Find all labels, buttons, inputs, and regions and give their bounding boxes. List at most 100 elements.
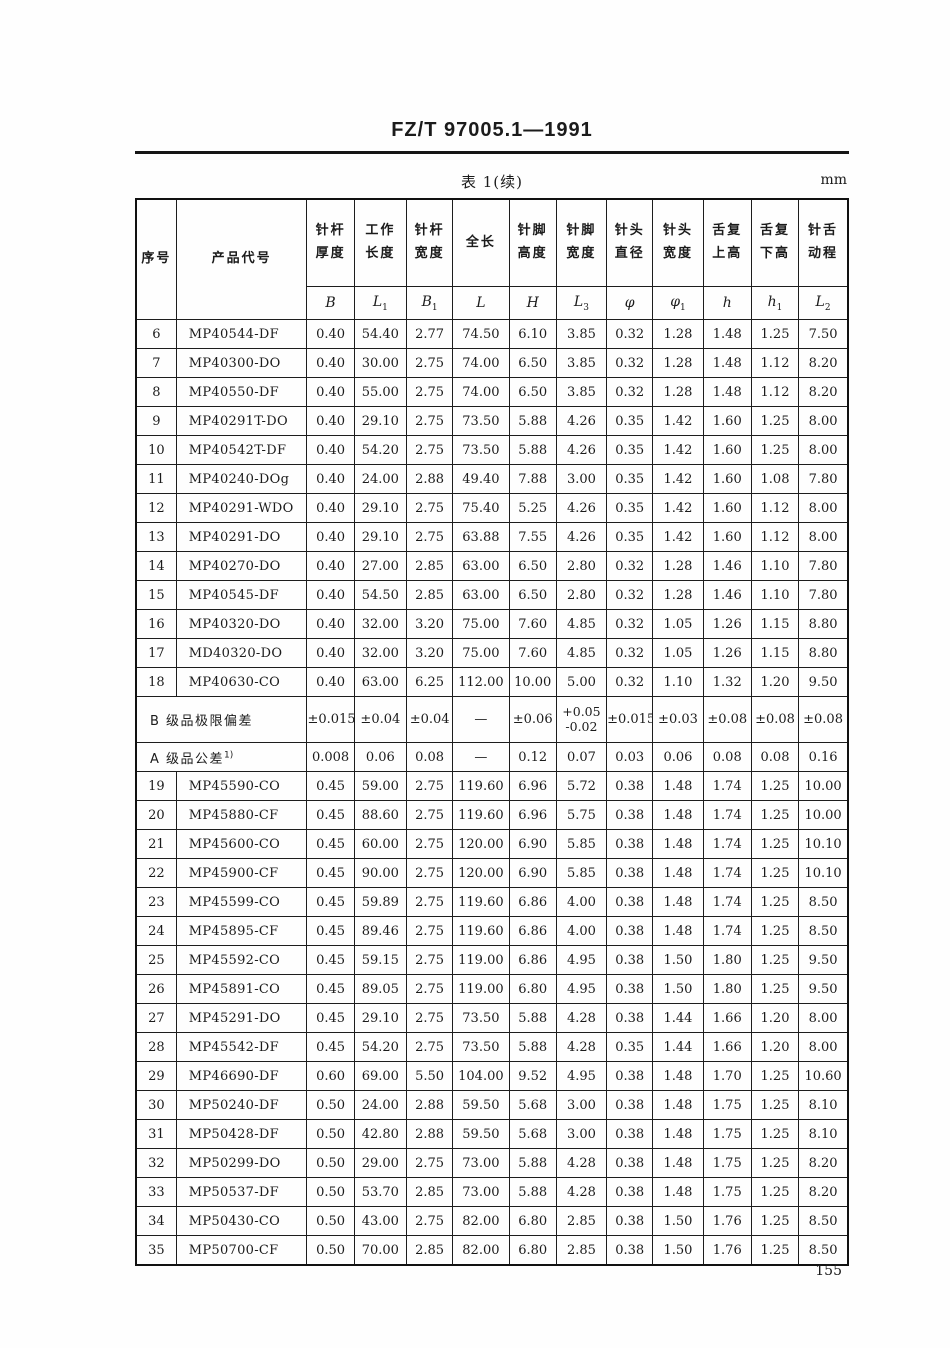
value-cell: 3.00	[555, 464, 608, 494]
table-row: 8 MP40550-DF 0.40 55.00 2.75 74.00 6.50 3.85 0.3…	[135, 377, 849, 407]
special-row: A 级品公差1) 0.008 0.06 0.08—0.12 0.07 0.03 0.06 0.…	[135, 742, 849, 772]
value-cell: 1.66	[702, 1003, 752, 1033]
column-header-10: 针舌 动程	[798, 198, 849, 287]
row-number-cell: 35	[135, 1235, 177, 1266]
row-number-cell: 24	[135, 916, 177, 946]
column-symbol-4: H	[508, 286, 557, 320]
value-cell: 54.20	[353, 435, 407, 465]
column-header-line2: 宽度	[662, 246, 693, 261]
product-code-cell: MP40291-WDO	[175, 493, 308, 523]
value-cell: 73.50	[452, 1032, 510, 1062]
value-cell: 0.38	[606, 800, 654, 830]
value-cell: 1.28	[652, 580, 704, 610]
value-line: +0.05	[562, 704, 601, 720]
value-cell: 1.60	[702, 435, 752, 465]
value-cell: 5.25	[508, 493, 557, 523]
value-cell: 6.80	[508, 974, 557, 1004]
column-header-8: 舌复 上高	[702, 198, 752, 287]
value-cell: 54.50	[353, 580, 407, 610]
row-number-cell: 33	[135, 1177, 177, 1207]
value-cell: 1.42	[652, 522, 704, 552]
column-header-line1: 舌复	[712, 223, 743, 239]
value-cell: 1.44	[652, 1003, 704, 1033]
value-cell: 1.75	[702, 1090, 752, 1120]
value-cell: 2.85	[405, 551, 454, 581]
value-cell: 2.75	[405, 858, 454, 888]
value-cell: 0.45	[306, 916, 355, 946]
value-cell: 1.05	[652, 638, 704, 668]
value-cell: 8.10	[798, 1119, 849, 1149]
value-cell: 7.50	[798, 319, 849, 349]
value-cell: 1.74	[702, 800, 752, 830]
value-cell: 8.50	[798, 916, 849, 946]
value-cell: 9.50	[798, 945, 849, 975]
value-cell: 90.00	[353, 858, 407, 888]
symbol-text: φ1	[670, 293, 686, 313]
column-symbol-8: h	[702, 286, 752, 320]
value-cell: 75.00	[452, 638, 510, 668]
table-row: 31 MP50428-DF 0.50 42.80 2.88 59.50 5.68 3.00 0.…	[135, 1119, 849, 1149]
value-cell: 0.35	[606, 435, 654, 465]
value-cell: 1.76	[702, 1206, 752, 1236]
value-cell: 1.26	[702, 638, 752, 668]
product-code-cell: MP40291T-DO	[175, 406, 308, 436]
value-cell: 73.50	[452, 406, 510, 436]
product-code-cell: MP45592-CO	[175, 945, 308, 975]
row-number-cell: 18	[135, 667, 177, 697]
value-cell: 0.38	[606, 771, 654, 801]
value-cell: 2.75	[405, 1148, 454, 1178]
value-cell: 0.45	[306, 829, 355, 859]
value-cell: 6.50	[508, 551, 557, 581]
value-cell: 0.07	[555, 742, 608, 772]
table-row: 9 MP40291T-DO 0.40 29.10 2.75 73.50 5.88 4.26 0.…	[135, 406, 849, 436]
value-cell: 120.00	[452, 858, 510, 888]
row-number-cell: 15	[135, 580, 177, 610]
value-cell: 0.35	[606, 493, 654, 523]
table-row: 27 MP45291-DO 0.45 29.10 2.75 73.50 5.88 4.28 0.…	[135, 1003, 849, 1033]
value-cell: 5.88	[508, 1032, 557, 1062]
value-cell: 73.00	[452, 1177, 510, 1207]
value-cell: 0.40	[306, 522, 355, 552]
value-cell: 9.52	[508, 1061, 557, 1091]
value-cell: 1.12	[750, 348, 800, 378]
value-cell: 4.28	[555, 1177, 608, 1207]
value-cell: 5.75	[555, 800, 608, 830]
value-cell: 6.90	[508, 829, 557, 859]
symbol-text: h	[722, 295, 732, 311]
value-cell: ±0.03	[652, 696, 704, 743]
table-row: 30 MP50240-DF 0.50 24.00 2.88 59.50 5.68 3.00 0.…	[135, 1090, 849, 1120]
value-cell: 0.45	[306, 974, 355, 1004]
value-cell: 2.75	[405, 800, 454, 830]
product-code-cell: MP40300-DO	[175, 348, 308, 378]
value-cell: 0.40	[306, 580, 355, 610]
value-cell: 1.25	[750, 1119, 800, 1149]
value-cell: 0.32	[606, 348, 654, 378]
value-cell: 1.75	[702, 1119, 752, 1149]
table-row: 19 MP45590-CO 0.45 59.00 2.75 119.60 6.96 5.72 0…	[135, 771, 849, 801]
table-row: 26 MP45891-CO 0.45 89.05 2.75 119.00 6.80 4.95 0…	[135, 974, 849, 1004]
value-cell: 0.32	[606, 609, 654, 639]
value-cell: 1.25	[750, 319, 800, 349]
value-cell: 6.90	[508, 858, 557, 888]
value-cell: 2.75	[405, 1003, 454, 1033]
value-cell: 1.74	[702, 858, 752, 888]
value-cell: 74.50	[452, 319, 510, 349]
value-cell: 0.40	[306, 609, 355, 639]
product-code-cell: MP45291-DO	[175, 1003, 308, 1033]
value-cell: 1.05	[652, 609, 704, 639]
value-cell: 27.00	[353, 551, 407, 581]
table-caption: 表 1(续)	[460, 173, 524, 191]
value-cell: 1.48	[652, 887, 704, 917]
value-cell: 4.28	[555, 1003, 608, 1033]
value-cell: 0.35	[606, 1032, 654, 1062]
value-cell: 8.50	[798, 887, 849, 917]
table-row: 23 MP45599-CO 0.45 59.89 2.75 119.60 6.86 4.00 0…	[135, 887, 849, 917]
table-row: 13 MP40291-DO 0.40 29.10 2.75 63.88 7.55 4.26 0.…	[135, 522, 849, 552]
value-cell: 60.00	[353, 829, 407, 859]
column-header-line2: 宽度	[566, 246, 597, 261]
row-number-cell: 32	[135, 1148, 177, 1178]
row-number-cell: 20	[135, 800, 177, 830]
value-cell: 1.48	[702, 348, 752, 378]
value-line: -0.02	[565, 718, 598, 734]
value-cell: 2.75	[405, 771, 454, 801]
